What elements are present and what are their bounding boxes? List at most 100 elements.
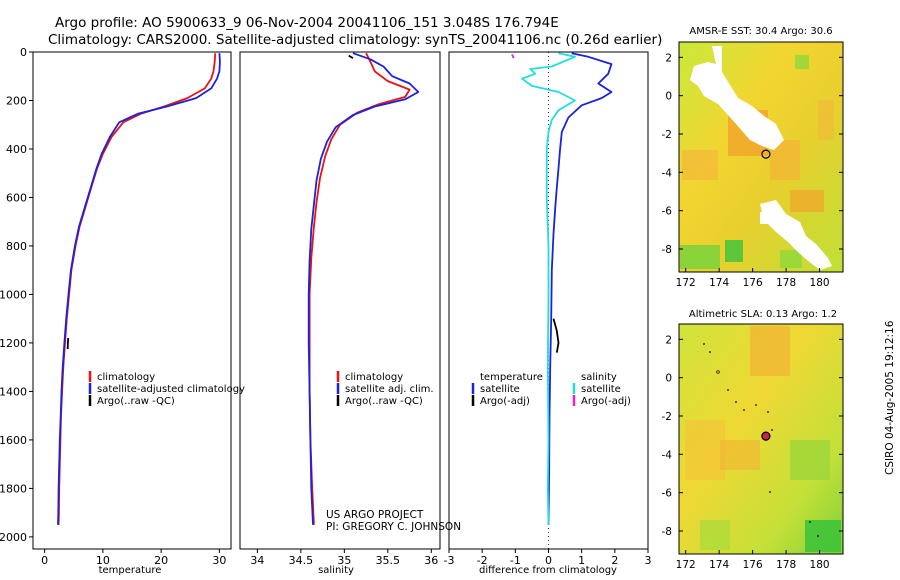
y-tick-label: 200 (6, 94, 27, 107)
sst-map-frame (678, 41, 844, 273)
legend-label-sal-satellite: satellite (581, 384, 621, 395)
sla-high-patch (750, 326, 790, 376)
pressure-axis: 0 200 400 600 800 1000 1200 1400 1600 1800 2000 (0, 46, 33, 544)
x-tick-label: -3 (444, 554, 455, 567)
track-dot (727, 389, 729, 391)
lat-tick-label: 0 (665, 373, 672, 385)
sst-missing-swath (760, 200, 832, 270)
x-tick-label: 20 (154, 554, 168, 567)
sla-low-patch (805, 520, 841, 552)
lat-tick-label: 0 (665, 91, 672, 103)
temperature-axes-frame (32, 51, 232, 550)
sst-missing-cell (760, 212, 774, 224)
x-tick-label: 3 (645, 554, 652, 567)
lon-tick-label: 172 (676, 277, 696, 289)
difference-series (511, 52, 613, 525)
sst-warm-patch (682, 150, 718, 180)
sla-high-patch (685, 420, 725, 480)
project-credit: US ARGO PROJECT (326, 509, 424, 521)
sst-cool-patch (725, 240, 743, 262)
y-tick-label: 1400 (0, 385, 27, 398)
x-tick-label: 35 (337, 554, 351, 567)
x-tick-label: 30 (212, 554, 226, 567)
legend-label-satellite: satellite adj. clim. (345, 384, 434, 395)
legend-label-argo: Argo(..raw -QC) (345, 396, 423, 407)
x-tick-label: 36 (424, 554, 438, 567)
sla-high-patch (720, 440, 760, 470)
x-tick-label: 35.5 (376, 554, 401, 567)
difference-legend: temperature satellite Argo(-adj) salinit… (471, 372, 631, 407)
salinity-x-axis: 34 34.5 35 35.5 36 (250, 549, 438, 567)
temperature-xlabel: temperature (99, 565, 162, 576)
difference-xlabel: difference from climatology (479, 565, 617, 576)
series-line-salinity-argo-adj- (511, 54, 515, 59)
series-line-temperature-satellite (547, 52, 613, 525)
temperature-legend: climatology satellite-adjusted climatolo… (88, 371, 245, 407)
lon-tick-label: 180 (810, 559, 830, 571)
lat-tick-label: -6 (662, 488, 673, 500)
x-tick-label: 0 (545, 554, 552, 567)
lon-tick-label: 174 (709, 277, 729, 289)
lat-tick-label: -4 (662, 449, 673, 461)
x-tick-label: 34 (250, 554, 264, 567)
legend-label-climatology: climatology (345, 372, 403, 383)
series-line-climatology (57, 53, 217, 525)
lon-tick-label: 174 (709, 559, 729, 571)
track-dot (755, 404, 757, 406)
figure-title-line1: Argo profile: AO 5900633_9 06-Nov-2004 2… (55, 15, 559, 31)
track-dot (809, 521, 811, 523)
y-tick-label: 1800 (0, 482, 27, 495)
legend-title-temperature: temperature (480, 372, 543, 383)
figure-title-line2: Climatology: CARS2000. Satellite-adjuste… (48, 32, 662, 48)
difference-panel: -3 -2 -1 0 1 2 3 difference from climatology t… (444, 51, 652, 576)
series-line-temperature-argo-adj- (552, 318, 560, 353)
sst-map-axes: 172 174 176 178 180 2 0 -2 -4 -6 -8 (662, 52, 843, 289)
legend-label-sal-argo: Argo(-adj) (581, 396, 631, 407)
y-tick-label: 600 (6, 191, 27, 204)
x-tick-label: 1 (578, 554, 585, 567)
sst-missing-swath (690, 46, 784, 150)
lon-tick-label: 178 (776, 277, 796, 289)
sla-map-panel: Altimetric SLA: 0.13 Argo: 1.2 172 1 (662, 309, 844, 571)
y-tick-label: 0 (20, 46, 27, 59)
lat-tick-label: -2 (662, 129, 672, 141)
legend-label-climatology: climatology (97, 372, 155, 383)
lat-tick-label: 2 (665, 52, 672, 64)
legend-label-temp-satellite: satellite (480, 384, 520, 395)
sla-anomaly-patches (685, 326, 841, 552)
lat-tick-label: -8 (662, 526, 672, 538)
track-dot (709, 351, 711, 353)
x-tick-label: -1 (510, 554, 521, 567)
salinity-panel: 34 34.5 35 35.5 36 salinity climatology sate… (239, 51, 461, 576)
y-tick-label: 1200 (0, 337, 27, 350)
sst-warm-patch (818, 100, 834, 140)
lon-tick-label: 178 (776, 559, 796, 571)
track-dot (743, 409, 745, 411)
track-dot (817, 535, 819, 537)
track-dot (735, 401, 737, 403)
sst-missing-data (690, 46, 832, 270)
x-tick-label: 0 (41, 554, 48, 567)
y-tick-label: 1000 (0, 288, 27, 301)
temperature-series (57, 53, 221, 525)
csiro-timestamp: CSIRO 04-Aug-2005 19:12:16 (884, 320, 896, 475)
salinity-legend: climatology satellite adj. clim. Argo(..… (336, 371, 434, 407)
lat-tick-label: -4 (662, 167, 673, 179)
argo-float-marker (761, 431, 771, 441)
lon-tick-label: 176 (743, 559, 763, 571)
lat-tick-label: 2 (665, 334, 672, 346)
legend-label-argo: Argo(..raw -QC) (97, 396, 175, 407)
track-dot (767, 411, 769, 413)
series-line-satellite-adj-clim- (307, 52, 420, 525)
sla-float-track (703, 343, 819, 537)
track-dot (703, 343, 705, 345)
salinity-series (307, 52, 420, 525)
temperature-panel: 0 200 400 600 800 1000 1200 1400 1600 1800 2000 0 1… (0, 46, 245, 576)
lat-tick-label: -2 (662, 411, 672, 423)
lon-tick-label: 176 (743, 277, 763, 289)
sst-cool-patch (680, 245, 720, 269)
series-line-argo-raw-qc- (348, 54, 354, 59)
sla-map-title: Altimetric SLA: 0.13 Argo: 1.2 (689, 309, 837, 320)
